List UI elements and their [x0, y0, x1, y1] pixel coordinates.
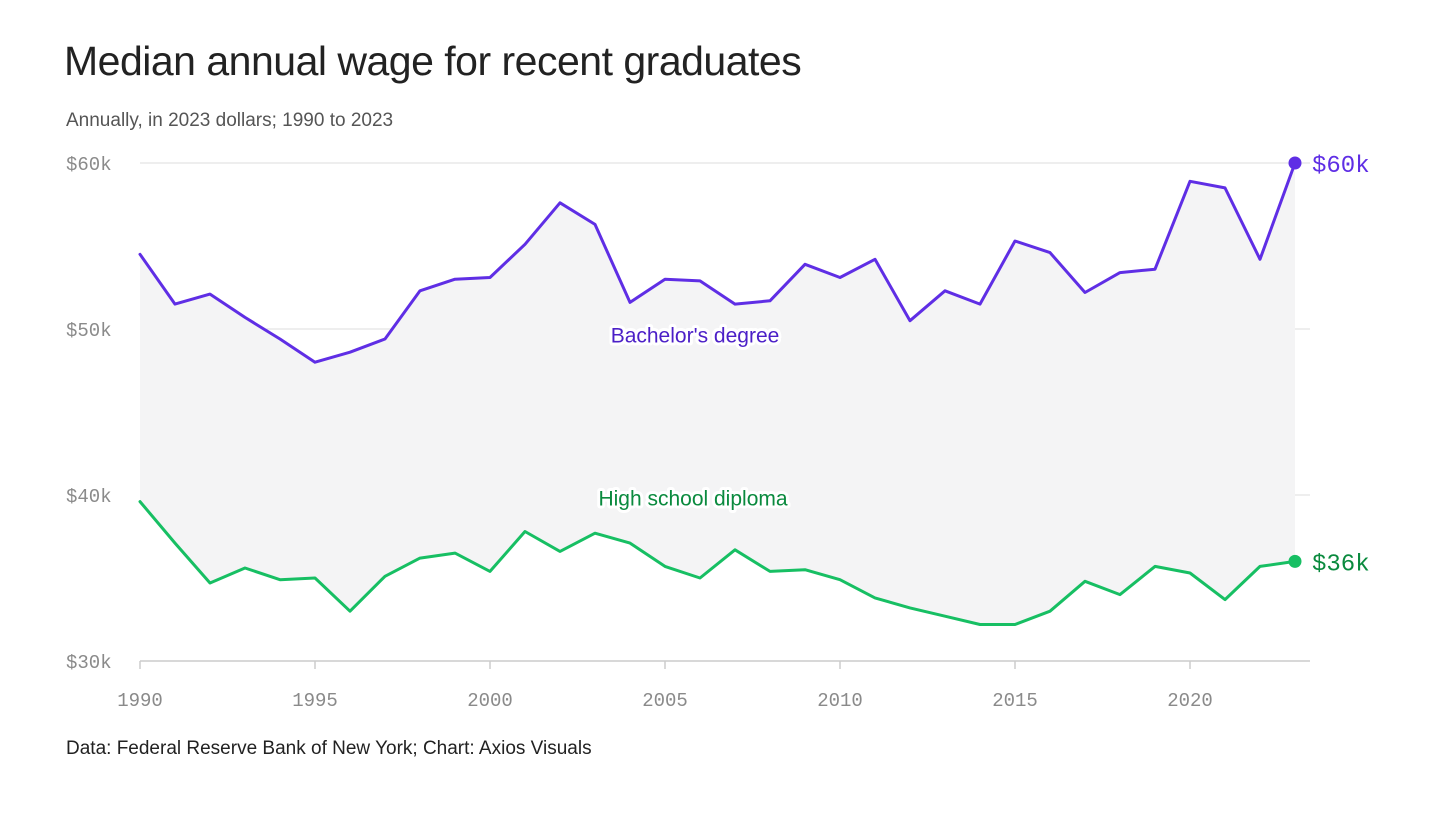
chart-title: Median annual wage for recent graduates	[64, 38, 802, 84]
y-tick-label: $60k	[66, 154, 112, 176]
high-school-diploma-line	[138, 500, 1297, 626]
bachelors-degree-label: Bachelor's degree	[611, 325, 780, 348]
x-tick-label: 2000	[467, 690, 513, 712]
high-school-diploma-end-dot	[1288, 554, 1302, 568]
x-axis	[139, 660, 1310, 669]
x-tick-label: 2010	[817, 690, 863, 712]
series-lines	[138, 156, 1302, 626]
bachelors-degree-end-label: $60k	[1312, 153, 1370, 180]
chart-subtitle: Annually, in 2023 dollars; 1990 to 2023	[66, 110, 394, 131]
x-axis-tick-labels: 1990 1995 2000 2005 2010 2015 2020	[117, 690, 1213, 712]
x-tick-label: 2020	[1167, 690, 1213, 712]
x-tick-label: 1995	[292, 690, 338, 712]
source-note: Data: Federal Reserve Bank of New York; …	[66, 738, 592, 759]
y-tick-label: $30k	[66, 652, 112, 674]
high-school-diploma-end-label: $36k	[1312, 551, 1370, 578]
x-tick-label: 1990	[117, 690, 163, 712]
y-tick-label: $40k	[66, 486, 112, 508]
y-axis-tick-labels: $30k $40k $50k $60k	[66, 154, 112, 674]
bachelors-degree-line	[138, 161, 1297, 364]
bachelors-degree-end-dot	[1288, 156, 1302, 170]
y-tick-label: $50k	[66, 320, 112, 342]
x-tick-label: 2015	[992, 690, 1038, 712]
high-school-diploma-label: High school diploma	[598, 487, 787, 510]
series-labels: $60k $36k Bachelor's degree High school dip…	[595, 153, 1370, 578]
shaded-band-between-series	[140, 163, 1295, 625]
x-tick-label: 2005	[642, 690, 688, 712]
